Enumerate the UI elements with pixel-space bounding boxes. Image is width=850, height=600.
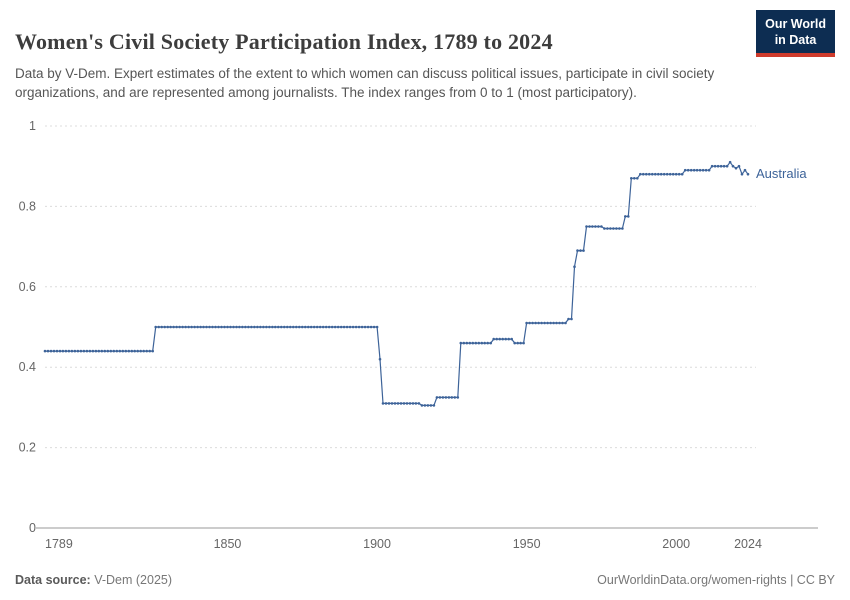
- y-tick-label: 0: [29, 521, 36, 535]
- series-points-australia: [43, 160, 750, 407]
- chart-subtitle: Data by V-Dem. Expert estimates of the e…: [15, 65, 715, 100]
- x-tick-label: 1950: [513, 537, 541, 551]
- data-source-value: V-Dem (2025): [90, 573, 173, 587]
- x-tick-label: 1900: [363, 537, 391, 551]
- data-source: Data source: V-Dem (2025): [15, 573, 172, 587]
- footer-link[interactable]: OurWorldinData.org/women-rights | CC BY: [597, 573, 835, 587]
- x-tick-label: 1850: [214, 537, 242, 551]
- y-tick-label: 0.2: [19, 441, 36, 455]
- owid-logo-line1: Our World: [765, 17, 826, 31]
- owid-logo[interactable]: Our World in Data: [756, 10, 835, 58]
- x-tick-label: 1789: [45, 537, 73, 551]
- page-title: Women's Civil Society Participation Inde…: [15, 28, 553, 54]
- y-tick-label: 0.8: [19, 199, 36, 213]
- x-tick-label: 2024: [734, 537, 762, 551]
- line-chart: 0 0.2 0.4 0.6 0.8 1 1789 1850 1900 1950 2000 2024 Au…: [0, 108, 850, 573]
- chart-canvas: 0 0.2 0.4 0.6 0.8 1 1789 1850 1900 1950 2000 2024 Au…: [19, 119, 818, 551]
- y-tick-label: 0.6: [19, 280, 36, 294]
- y-tick-label: 0.4: [19, 360, 36, 374]
- x-tick-label: 2000: [662, 537, 690, 551]
- y-tick-label: 1: [29, 119, 36, 133]
- series-label-australia[interactable]: Australia: [756, 166, 807, 181]
- data-source-label: Data source:: [15, 573, 91, 587]
- series-line-australia: [45, 161, 749, 406]
- owid-logo-line2: in Data: [774, 32, 817, 47]
- chart-footer: Data source: V-Dem (2025) OurWorldinData…: [15, 573, 835, 587]
